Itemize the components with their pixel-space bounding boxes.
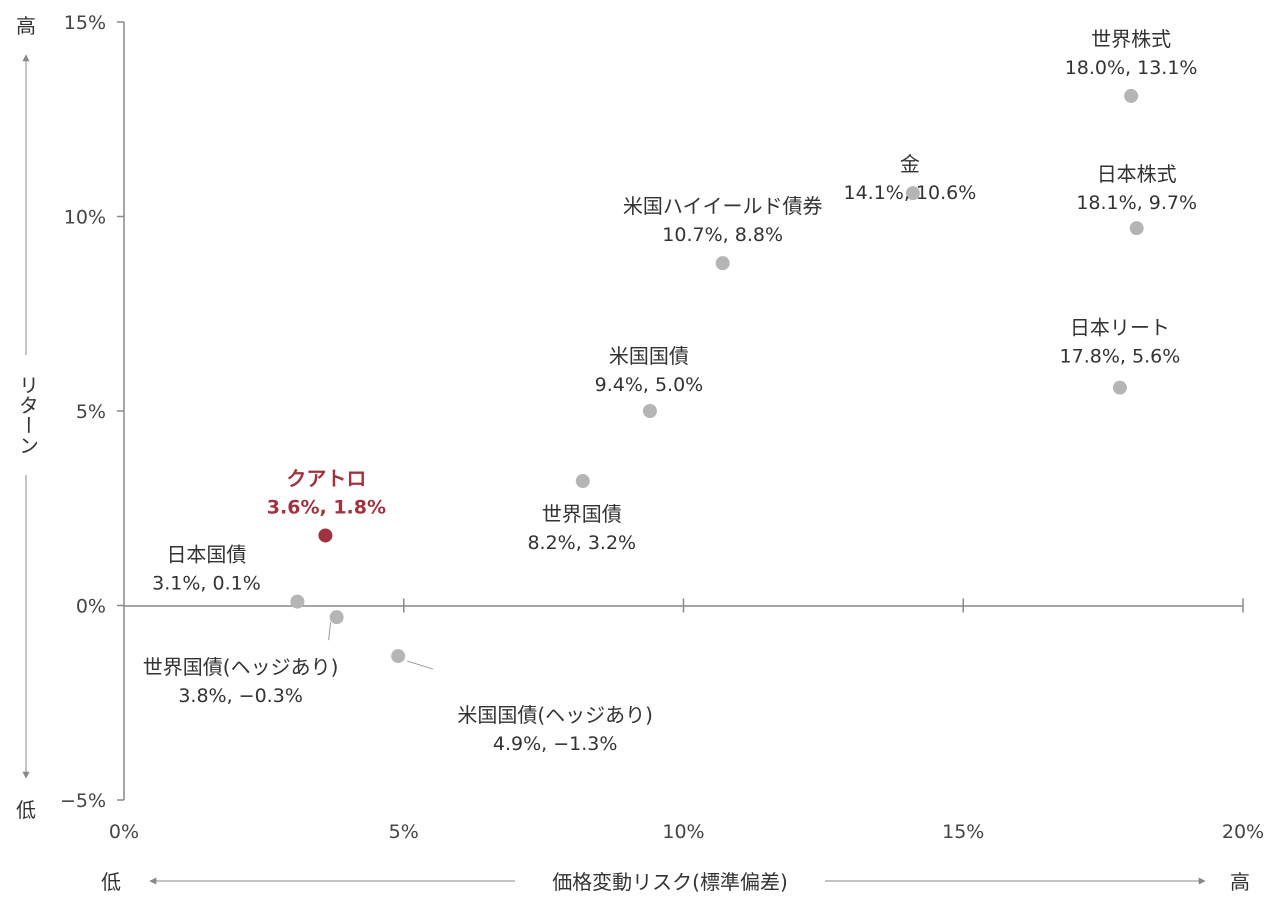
data-point[interactable] bbox=[905, 186, 920, 201]
y-tick-label: 0% bbox=[76, 596, 106, 618]
x-tick-label: 10% bbox=[662, 821, 704, 843]
data-point[interactable] bbox=[715, 256, 730, 271]
point-value-label: 17.8%, 5.6% bbox=[1060, 346, 1181, 368]
data-point[interactable] bbox=[642, 404, 657, 418]
x-tick-label: 15% bbox=[942, 821, 984, 843]
point-value-label: 3.1%, 0.1% bbox=[152, 573, 261, 595]
x-axis-label: 価格変動リスク(標準偏差) bbox=[552, 870, 788, 894]
data-points bbox=[290, 88, 1144, 664]
x-tick-label: 0% bbox=[109, 821, 139, 843]
point-value-label: 14.1%, 10.6% bbox=[843, 182, 976, 204]
data-labels: 世界株式 18.0%, 13.1% 金 14.1%, 10.6% 日本株式 18.1%, … bbox=[143, 27, 1198, 755]
y-tick-label: −5% bbox=[60, 790, 106, 812]
data-point[interactable] bbox=[329, 610, 344, 625]
data-point[interactable] bbox=[575, 474, 590, 489]
leader-line bbox=[407, 660, 434, 670]
point-name-label: 世界国債(ヘッジあり) bbox=[143, 655, 339, 679]
x-axis-ticks: 0% 5% 10% 15% 20% bbox=[109, 598, 1264, 843]
x-tick-label: 5% bbox=[389, 821, 419, 843]
point-name-label: 米国ハイイールド債券 bbox=[623, 194, 823, 218]
point-name-label: クアトロ bbox=[286, 466, 366, 490]
x-high-label: 高 bbox=[1230, 870, 1250, 894]
y-axis-ticks: 15% 10% 5% 0% −5% bbox=[60, 12, 124, 812]
x-tick-label: 20% bbox=[1222, 821, 1264, 843]
data-point[interactable] bbox=[391, 649, 406, 664]
point-value-label: 3.8%, −0.3% bbox=[178, 685, 303, 707]
leader-lines bbox=[328, 622, 434, 670]
point-name-label: 世界株式 bbox=[1091, 27, 1171, 51]
point-value-label: 18.1%, 9.7% bbox=[1076, 192, 1197, 214]
point-name-label: 世界国債 bbox=[542, 502, 622, 526]
y-low-label: 低 bbox=[16, 798, 36, 822]
point-value-label: 8.2%, 3.2% bbox=[527, 532, 636, 554]
point-value-label: 18.0%, 13.1% bbox=[1065, 57, 1198, 79]
y-axis-label: リターン bbox=[16, 375, 40, 455]
point-name-label: 米国国債 bbox=[609, 344, 689, 368]
x-low-label: 低 bbox=[101, 870, 121, 894]
point-value-label: 9.4%, 5.0% bbox=[595, 374, 704, 396]
data-point[interactable] bbox=[1129, 221, 1144, 236]
point-name-label: 日本国債 bbox=[166, 543, 246, 567]
data-point[interactable] bbox=[1124, 88, 1139, 103]
point-value-label: 4.9%, −1.3% bbox=[493, 733, 618, 755]
point-value-label: 10.7%, 8.8% bbox=[662, 224, 783, 246]
y-tick-label: 10% bbox=[64, 207, 106, 229]
data-point[interactable] bbox=[318, 528, 333, 543]
y-tick-label: 5% bbox=[76, 401, 106, 423]
point-name-label: 日本株式 bbox=[1097, 162, 1177, 186]
data-point[interactable] bbox=[1112, 380, 1127, 395]
leader-line bbox=[328, 622, 332, 641]
point-name-label: 金 bbox=[900, 152, 920, 176]
data-point[interactable] bbox=[290, 594, 305, 609]
y-high-label: 高 bbox=[16, 14, 36, 38]
point-name-label: 日本リート bbox=[1070, 316, 1170, 340]
point-name-label: 米国国債(ヘッジあり) bbox=[457, 703, 653, 727]
point-value-label: 3.6%, 1.8% bbox=[267, 496, 386, 518]
y-tick-label: 15% bbox=[64, 12, 106, 34]
